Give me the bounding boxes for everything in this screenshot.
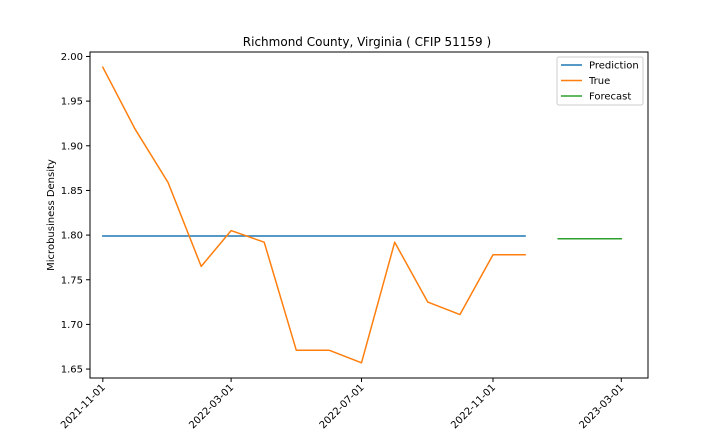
y-tick-label: 1.85 bbox=[61, 186, 83, 197]
series-line-true bbox=[101, 66, 526, 364]
y-tick-label: 1.70 bbox=[61, 320, 83, 331]
y-tick-label: 1.75 bbox=[61, 275, 83, 286]
legend-label-prediction: Prediction bbox=[589, 61, 639, 72]
y-tick-label: 1.65 bbox=[61, 365, 83, 376]
y-axis-label: Microbusiness Density bbox=[46, 159, 57, 271]
legend-box bbox=[556, 56, 644, 106]
legend-label-true: True bbox=[588, 76, 610, 87]
chart-title: Richmond County, Virginia ( CFIP 51159 ) bbox=[243, 35, 491, 49]
y-tick-label: 1.80 bbox=[61, 231, 83, 242]
legend-label-forecast: Forecast bbox=[589, 92, 631, 103]
plot-frame bbox=[89, 51, 649, 379]
y-tick-label: 1.90 bbox=[61, 141, 83, 152]
y-tick-label: 2.00 bbox=[61, 52, 83, 63]
y-tick-label: 1.95 bbox=[61, 97, 83, 108]
legend: Prediction True Forecast bbox=[556, 56, 644, 106]
plot-area bbox=[101, 66, 623, 364]
